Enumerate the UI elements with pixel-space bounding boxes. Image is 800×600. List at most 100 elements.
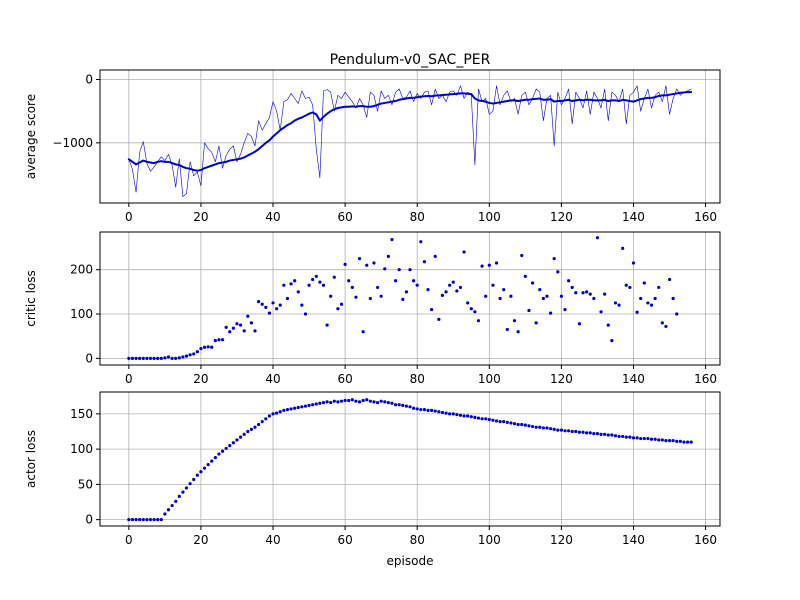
- data-point: [303, 404, 308, 408]
- x-tick-label: 0: [125, 210, 133, 224]
- data-point: [170, 503, 174, 508]
- data-point: [516, 422, 520, 427]
- data-point: [206, 463, 210, 467]
- data-point: [671, 296, 675, 301]
- data-point: [275, 307, 279, 311]
- data-point: [639, 296, 643, 301]
- data-point: [217, 338, 221, 342]
- x-tick-label: 140: [622, 372, 645, 386]
- data-point: [404, 290, 408, 294]
- data-point: [375, 285, 380, 290]
- data-point: [213, 455, 217, 460]
- data-point: [397, 403, 401, 407]
- data-point: [415, 407, 419, 411]
- data-point: [375, 400, 380, 405]
- data-point: [675, 439, 679, 443]
- data-point: [516, 330, 520, 334]
- data-point: [498, 296, 502, 301]
- data-point: [451, 412, 455, 416]
- data-point: [469, 415, 473, 419]
- y-tick-label: 50: [78, 477, 93, 491]
- data-point: [624, 283, 628, 287]
- x-tick-label: 100: [478, 372, 501, 386]
- data-point: [574, 429, 578, 434]
- data-point: [231, 326, 235, 330]
- data-point: [181, 490, 185, 494]
- data-point: [502, 288, 506, 292]
- data-point: [628, 435, 632, 439]
- data-point: [311, 403, 315, 407]
- data-point: [206, 345, 210, 349]
- data-point: [347, 279, 351, 283]
- data-point: [412, 406, 416, 410]
- x-tick-label: 60: [337, 210, 352, 224]
- data-point: [473, 310, 477, 314]
- data-point: [570, 285, 574, 290]
- data-point: [408, 268, 412, 272]
- data-point: [494, 261, 499, 265]
- data-point: [343, 262, 347, 266]
- critic-loss-panel: 0 20 40 60 80 100 120 140 160 0 100 200 critic loss: [24, 231, 721, 386]
- data-point: [639, 436, 643, 441]
- data-point: [523, 274, 527, 278]
- data-point: [238, 323, 243, 327]
- data-point: [480, 264, 484, 268]
- data-point: [336, 400, 340, 404]
- data-point: [559, 294, 564, 298]
- data-point: [599, 310, 603, 314]
- data-point: [523, 423, 527, 427]
- data-point: [494, 419, 499, 423]
- x-tick-label: 160: [694, 372, 717, 386]
- data-point: [592, 296, 596, 301]
- data-point: [642, 436, 646, 441]
- data-point: [613, 301, 618, 305]
- x-tick-label: 80: [410, 210, 425, 224]
- data-point: [383, 400, 387, 404]
- data-point: [592, 432, 596, 436]
- data-point: [397, 268, 401, 272]
- data-point: [660, 321, 664, 325]
- data-point: [631, 436, 636, 440]
- data-point: [365, 398, 369, 402]
- data-point: [300, 303, 304, 307]
- data-point: [419, 240, 423, 244]
- data-point: [148, 518, 153, 522]
- data-point: [188, 353, 192, 357]
- x-tick-label: 120: [550, 533, 573, 547]
- data-point: [368, 296, 372, 301]
- data-point: [502, 420, 506, 424]
- data-point: [231, 441, 235, 445]
- x-tick-label: 40: [265, 533, 280, 547]
- data-point: [653, 437, 657, 441]
- data-point: [372, 261, 376, 265]
- data-point: [336, 307, 340, 311]
- data-point: [621, 434, 625, 439]
- data-point: [235, 322, 239, 326]
- data-point: [512, 422, 517, 426]
- data-point: [311, 277, 315, 282]
- data-point: [282, 408, 286, 412]
- data-point: [307, 283, 311, 287]
- data-point: [469, 307, 473, 311]
- data-point: [350, 398, 354, 402]
- data-point: [671, 439, 675, 443]
- data-point: [624, 435, 628, 439]
- data-point: [347, 398, 351, 403]
- data-point: [181, 355, 185, 359]
- data-point: [577, 430, 582, 434]
- y-tick-label: 0: [85, 351, 93, 365]
- data-point: [462, 250, 466, 254]
- data-point: [401, 297, 405, 301]
- data-point: [530, 424, 535, 429]
- data-point: [520, 253, 524, 258]
- x-tick-label: 160: [694, 533, 717, 547]
- data-point: [260, 420, 264, 424]
- y-tick-label: 0: [85, 513, 93, 527]
- data-point: [228, 444, 232, 448]
- data-point: [134, 356, 138, 360]
- axes-frame: [99, 231, 721, 366]
- data-point: [386, 254, 390, 258]
- data-point: [293, 279, 297, 283]
- data-point: [332, 275, 336, 279]
